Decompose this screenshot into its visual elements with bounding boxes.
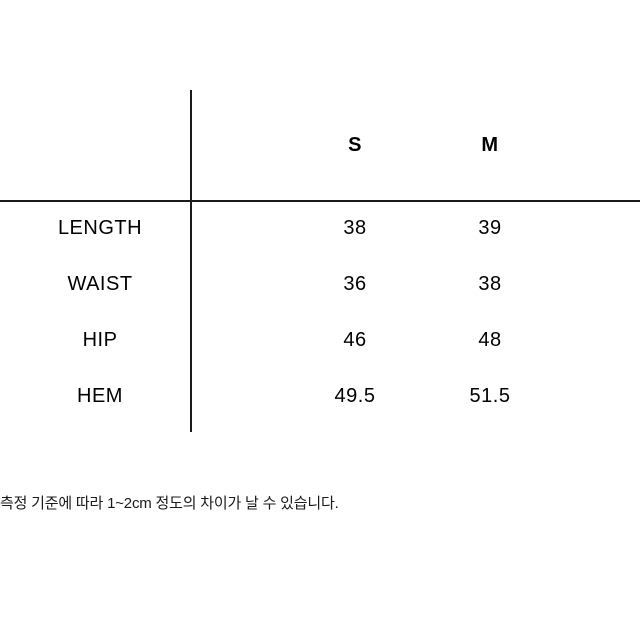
header-size-s: S bbox=[280, 134, 430, 157]
cell-length-m: 39 bbox=[430, 217, 550, 240]
size-table: S M LENGTH 38 39 WAIST 36 38 HIP 46 48 H… bbox=[0, 90, 640, 424]
cell-length-s: 38 bbox=[280, 217, 430, 240]
row-label-hem: HEM bbox=[0, 385, 190, 408]
table-header-row: S M bbox=[0, 90, 640, 200]
horizontal-divider bbox=[0, 200, 640, 202]
row-label-hip: HIP bbox=[0, 329, 190, 352]
table-row: HIP 46 48 bbox=[0, 312, 640, 368]
cell-hem-s: 49.5 bbox=[280, 385, 430, 408]
vertical-divider bbox=[190, 90, 192, 432]
cell-hip-s: 46 bbox=[280, 329, 430, 352]
header-size-m: M bbox=[430, 134, 550, 157]
measurement-note: 측정 기준에 따라 1~2cm 정도의 차이가 날 수 있습니다. bbox=[0, 492, 339, 513]
cell-hem-m: 51.5 bbox=[430, 385, 550, 408]
table-row: LENGTH 38 39 bbox=[0, 200, 640, 256]
cell-waist-m: 38 bbox=[430, 273, 550, 296]
row-label-waist: WAIST bbox=[0, 273, 190, 296]
cell-hip-m: 48 bbox=[430, 329, 550, 352]
row-label-length: LENGTH bbox=[0, 217, 190, 240]
size-chart-wrap: S M LENGTH 38 39 WAIST 36 38 HIP 46 48 H… bbox=[0, 0, 640, 640]
table-row: WAIST 36 38 bbox=[0, 256, 640, 312]
cell-waist-s: 36 bbox=[280, 273, 430, 296]
table-row: HEM 49.5 51.5 bbox=[0, 368, 640, 424]
